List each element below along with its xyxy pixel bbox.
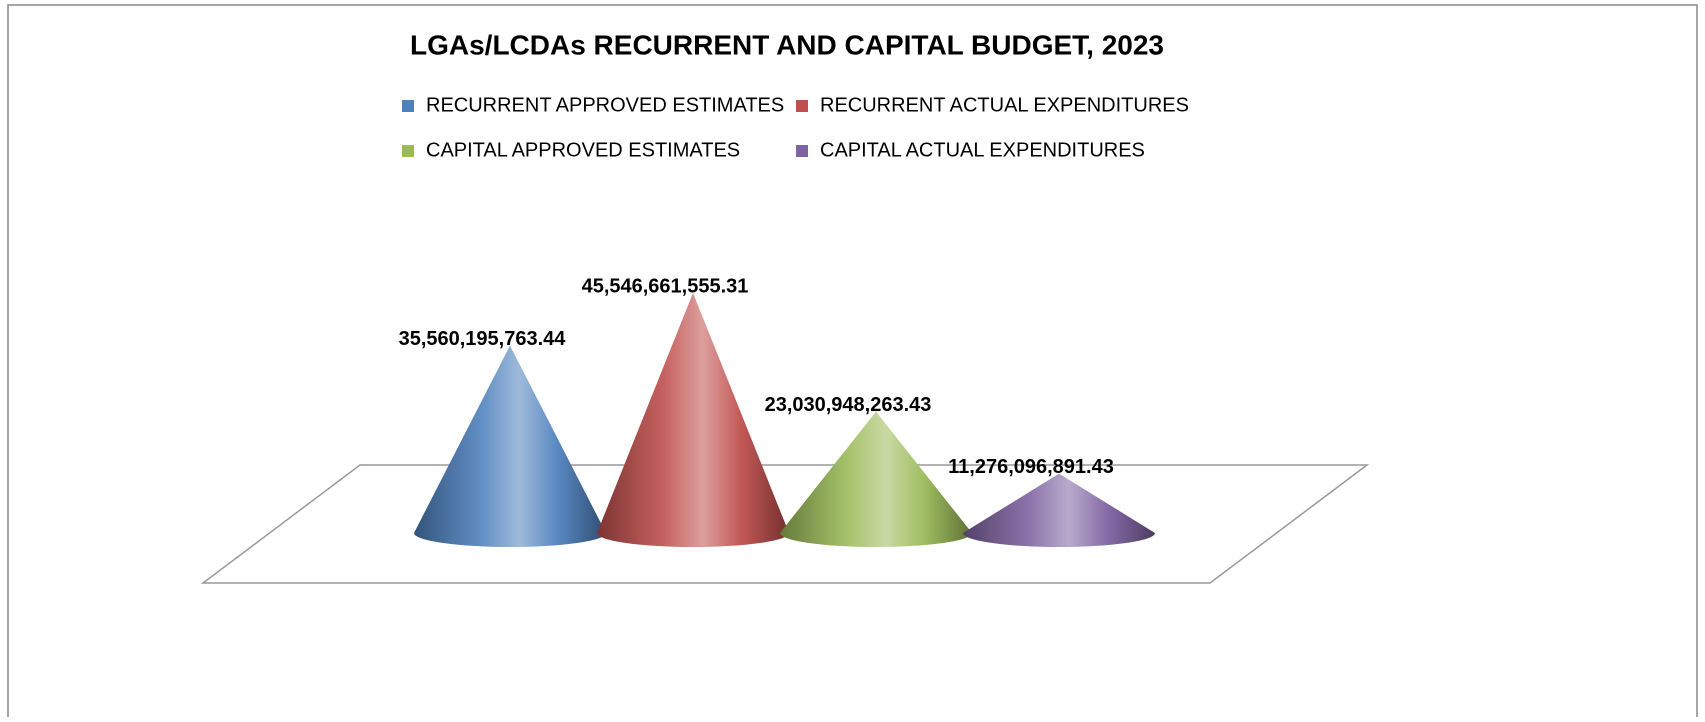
- legend-label: RECURRENT APPROVED ESTIMATES: [426, 94, 784, 116]
- legend-marker: [796, 100, 808, 112]
- chart-title: LGAs/LCDAs RECURRENT AND CAPITAL BUDGET,…: [410, 29, 1164, 60]
- cone: [963, 473, 1155, 547]
- data-label: 45,546,661,555.31: [582, 275, 749, 297]
- cone: [780, 411, 972, 547]
- legend-marker: [402, 100, 414, 112]
- data-label: 11,276,096,891.43: [948, 456, 1114, 478]
- data-label: 23,030,948,263.43: [765, 394, 932, 416]
- legend-label: RECURRENT ACTUAL EXPENDITURES: [820, 94, 1189, 116]
- legend-marker: [796, 145, 808, 157]
- cone: [597, 293, 789, 547]
- legend-label: CAPITAL APPROVED ESTIMATES: [426, 139, 740, 161]
- chart-border: [7, 4, 1698, 722]
- legend-label: CAPITAL ACTUAL EXPENDITURES: [820, 139, 1145, 161]
- legend-marker: [402, 145, 414, 157]
- cone: [414, 345, 606, 547]
- data-label: 35,560,195,763.44: [399, 328, 567, 350]
